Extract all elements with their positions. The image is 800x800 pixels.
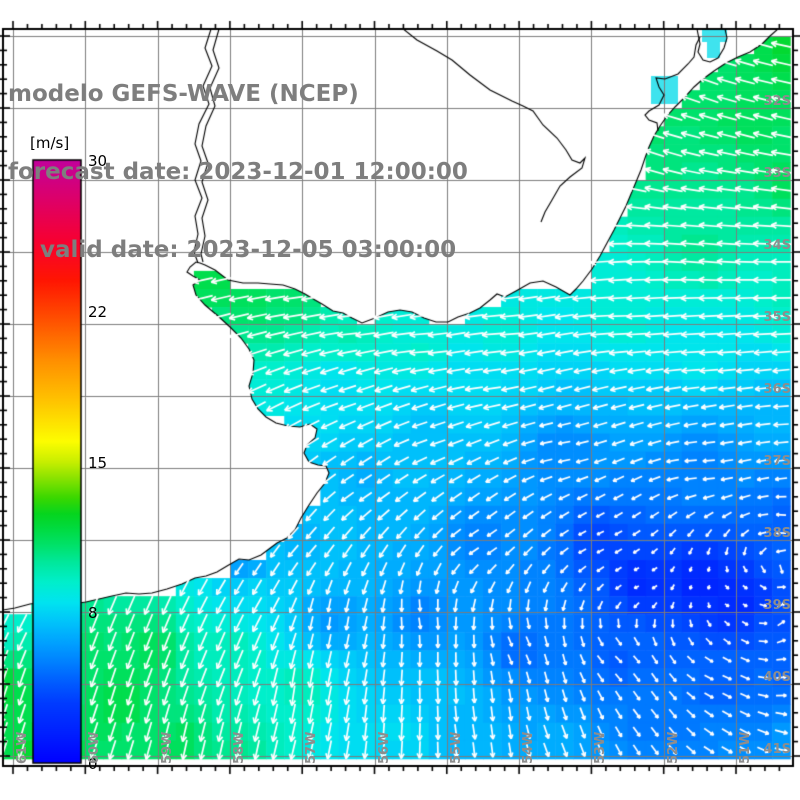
longitude-label: 60W: [87, 731, 102, 764]
colorbar-tick-label: 0: [88, 755, 98, 773]
colorbar-unit-label: [m/s]: [30, 134, 70, 152]
latitude-label: 41S: [763, 742, 791, 757]
latitude-label: 38S: [763, 526, 791, 541]
longitude-label: 56W: [377, 731, 392, 764]
longitude-label: 52W: [666, 731, 681, 764]
colorbar-tick-label: 15: [88, 453, 108, 472]
longitude-label: 53W: [593, 731, 608, 764]
latitude-label: 40S: [763, 670, 791, 685]
longitude-label: 59W: [160, 731, 175, 764]
colorbar-tick-label: 30: [88, 152, 108, 170]
longitude-label: 55W: [449, 731, 464, 764]
latitude-label: 35S: [763, 310, 791, 325]
longitude-label: 51W: [738, 731, 753, 764]
colorbar-tick-label: 22: [88, 302, 108, 321]
latitude-label: 34S: [763, 238, 791, 253]
latitude-label: 39S: [763, 598, 791, 613]
latitude-label: 33S: [763, 166, 791, 181]
longitude-label: 54W: [521, 731, 536, 764]
longitude-label: 61W: [15, 731, 30, 764]
longitude-label: 58W: [232, 731, 247, 764]
latitude-label: 32S: [763, 94, 791, 109]
latitude-label: 36S: [763, 382, 791, 397]
colorbar-tick-label: 8: [88, 604, 98, 623]
longitude-label: 57W: [304, 731, 319, 764]
latitude-label: 37S: [763, 454, 791, 469]
